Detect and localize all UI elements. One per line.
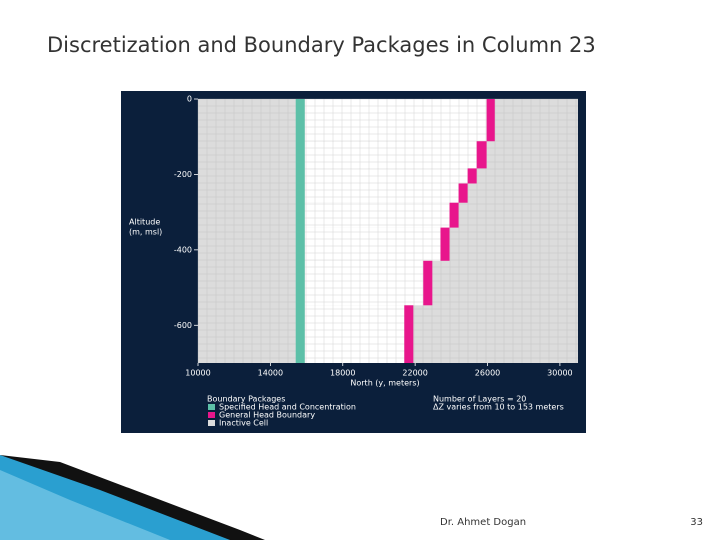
x-tick-label: 14000 <box>258 369 283 378</box>
boundary-cell <box>458 183 468 203</box>
boundary-cell <box>440 227 450 261</box>
x-tick-label: 30000 <box>547 369 572 378</box>
legend-label: Inactive Cell <box>219 419 268 428</box>
legend-swatch <box>208 420 215 426</box>
boundary-cell <box>404 305 414 363</box>
decoration <box>0 455 265 540</box>
y-tick-label: -600 <box>174 321 192 330</box>
note: ΔZ varies from 10 to 153 meters <box>433 403 564 412</box>
y-axis-label: Altitude <box>129 218 160 227</box>
slide-title: Discretization and Boundary Packages in … <box>47 33 596 57</box>
x-axis-label: North (y, meters) <box>350 379 419 388</box>
boundary-cell <box>486 99 495 142</box>
plot: 0 -200 -400 -600 10000 14000 18000 22000 26000 30… <box>129 95 578 428</box>
boundary-cell <box>467 168 477 184</box>
boundary-cell <box>449 202 459 228</box>
legend-label: General Head Boundary <box>219 411 315 420</box>
x-tick-label: 26000 <box>475 369 500 378</box>
x-tick-label: 10000 <box>185 369 210 378</box>
active-cells <box>304 227 441 261</box>
legend-swatch <box>208 404 215 410</box>
x-tick-label: 18000 <box>330 369 355 378</box>
y-tick-label: -200 <box>174 170 192 179</box>
boundary-cell <box>423 260 433 306</box>
active-cells <box>304 202 450 228</box>
boundary-cell <box>295 99 305 363</box>
y-tick-label: 0 <box>187 95 192 104</box>
active-cells <box>304 305 405 363</box>
y-tick-label: -400 <box>174 245 192 254</box>
active-cells <box>304 183 459 203</box>
active-cells <box>304 141 477 169</box>
legend-label: Specified Head and Concentration <box>219 403 356 412</box>
footer: Dr. Ahmet Dogan <box>440 517 526 528</box>
boundary-cell <box>476 141 487 169</box>
decoration <box>0 470 170 540</box>
active-cells <box>304 260 424 306</box>
y-axis-label: (m, msl) <box>129 228 162 237</box>
page-number: 33 <box>690 517 703 528</box>
note: Number of Layers = 20 <box>433 395 526 404</box>
legend-swatch <box>208 412 215 418</box>
legend-title: Boundary Packages <box>207 395 285 404</box>
x-tick-label: 22000 <box>402 369 427 378</box>
